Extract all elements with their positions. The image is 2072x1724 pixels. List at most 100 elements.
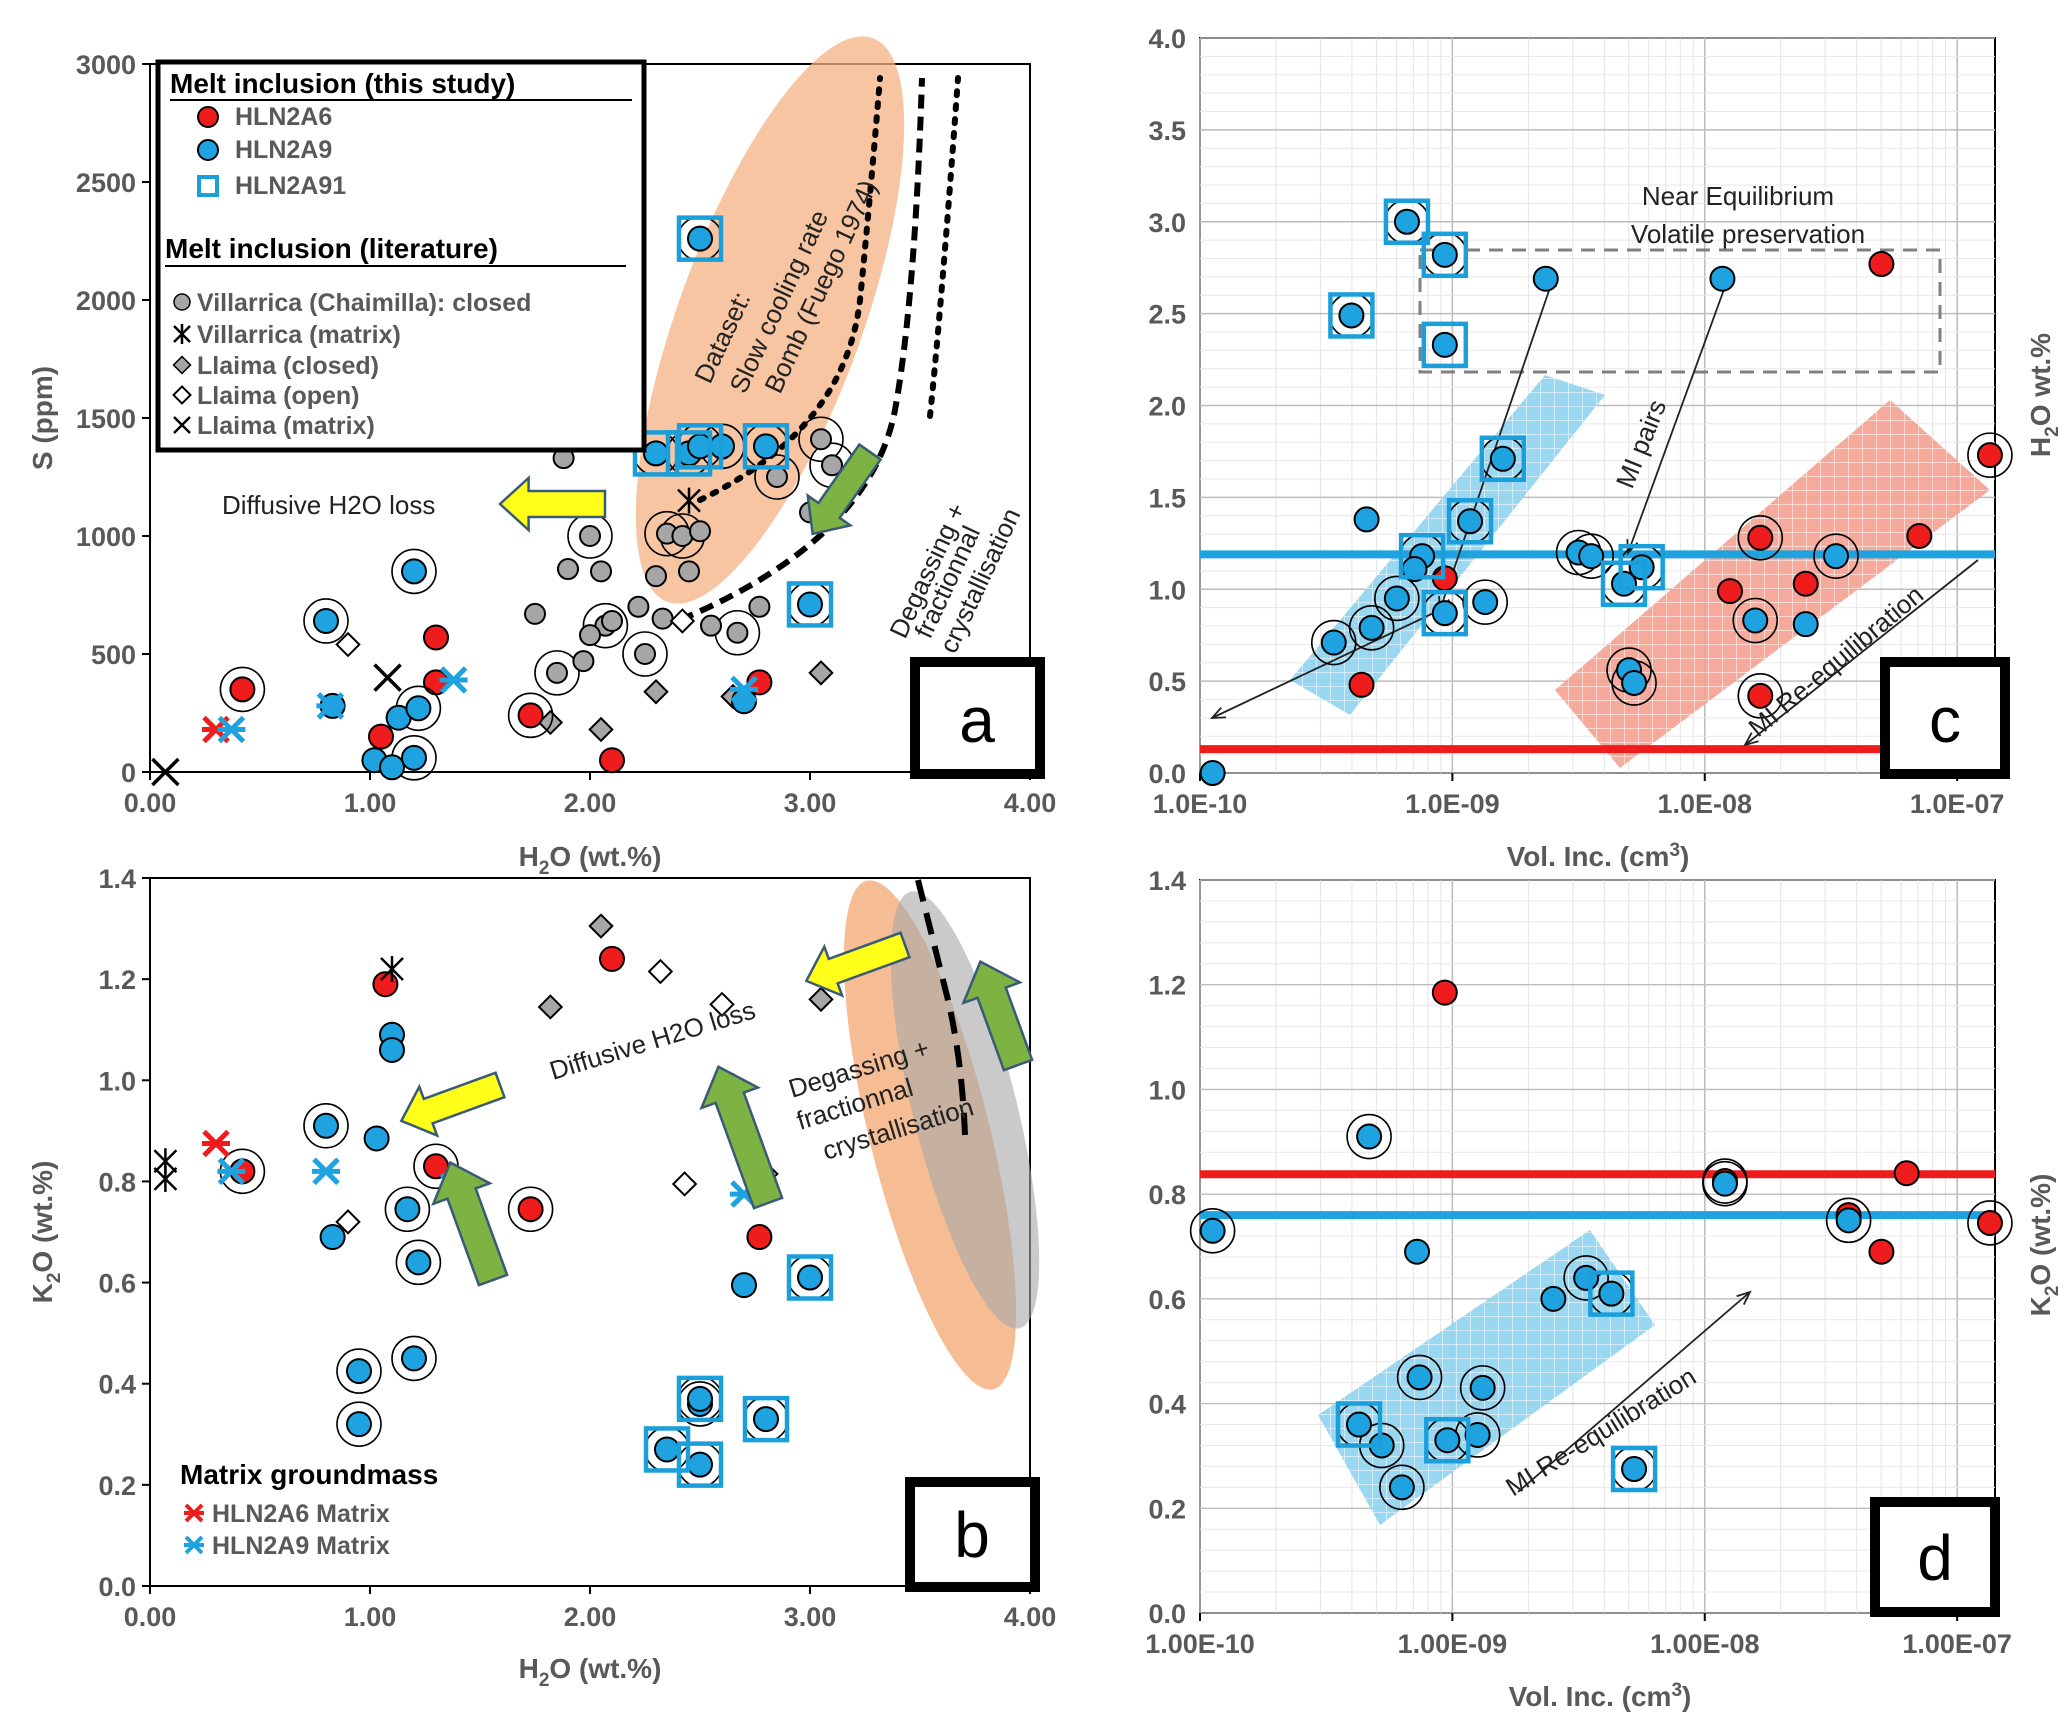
panel-c-y-tick-1: 0.5 <box>1148 667 1186 697</box>
panel-a-villarrica-chaimilla-closed-point-11 <box>645 565 667 588</box>
panel-d-y-tick-7: 1.4 <box>1148 866 1186 896</box>
panel-d-hln2a9-point-2 <box>1404 1238 1431 1265</box>
panel-a-hln2a6-point-0 <box>229 676 256 703</box>
panel-c-letter: c <box>1929 684 1961 756</box>
panel-a-legend: Melt inclusion (this study) HLN2A6 HLN2A… <box>155 59 647 453</box>
panel-d-hln2a6-point-3 <box>1868 1238 1895 1265</box>
panel-d-hln2a9-point-6 <box>1573 1264 1600 1291</box>
panel-d-hln2a9-point-5 <box>1540 1285 1567 1312</box>
panel-b-x-tick-4: 4.00 <box>1004 1602 1057 1632</box>
panel-a-x-tick-4: 4.00 <box>1004 788 1057 818</box>
panel-b-diffusive-arrow-2 <box>804 931 912 998</box>
panel-d-y-tick-0: 0.0 <box>1148 1599 1186 1629</box>
panel-a-y-tick-1: 500 <box>91 640 136 670</box>
panel-d-reeq-arrow-shaft <box>1517 1291 1751 1493</box>
panel-c-hln2a91-point-3 <box>1421 321 1469 369</box>
panel-b-degassing-arrow-1 <box>431 1160 509 1287</box>
panel-c-y-tick-7: 3.5 <box>1148 116 1186 146</box>
panel-a-marks <box>151 36 961 787</box>
panel-b-degassing-arrow-2 <box>699 1064 784 1210</box>
panel-a-slow-cooling-ellipse <box>635 36 905 604</box>
panel-c-y-tick-5: 2.5 <box>1148 300 1186 330</box>
panel-c-hln2a6-point-5 <box>1747 682 1774 709</box>
panel-c-hln2a9-point-1 <box>1393 208 1420 235</box>
panel-b-llaima-open-point-0 <box>647 958 674 985</box>
panel-b-hln2a6-point-1 <box>599 945 625 972</box>
panel-b-hln2a91-point-4 <box>786 1254 834 1301</box>
panel-d-y-tick-2: 0.4 <box>1148 1390 1186 1420</box>
panel-a-villarrica-chaimilla-closed-ring-7 <box>798 416 844 463</box>
panel-c-hln2a91-point-5 <box>1446 498 1494 545</box>
panel-c-hln2a6-point-2 <box>1868 251 1895 278</box>
panel-a-x-tick-2: 2.00 <box>564 788 617 818</box>
panel-c-hln2a9-ring-12 <box>1374 575 1420 622</box>
panel-c-x-tick-2: 1.0E-08 <box>1657 789 1752 819</box>
panel-d-hln2a9-ring-4 <box>1563 1255 1609 1301</box>
panel-c-reeq-arrow-left <box>1209 609 1441 719</box>
panel-b-villarrica-matrix-point-0 <box>380 956 404 983</box>
panel-c-x-tick-3: 1.0E-07 <box>1910 789 2005 819</box>
panel-a-hln2a6-ring-0 <box>219 666 266 713</box>
panel-b: 0.00 1.00 2.00 3.00 4.00 0.0 0.2 0.4 0.6 0.8 1.0 1… <box>27 864 1057 1691</box>
panel-b-y-tick-2: 0.4 <box>98 1370 136 1400</box>
panel-a-hln2a9-point-13 <box>753 433 779 460</box>
panel-b-y-tick-1: 0.2 <box>98 1471 136 1501</box>
panel-c-pairs-arrow-2-shaft <box>1627 272 1731 554</box>
panel-a-y-tick-3: 1500 <box>76 404 136 434</box>
panel-c-hln2a9-ring-16 <box>1310 619 1357 666</box>
panel-b-hln2a91-point-2 <box>676 1441 724 1488</box>
panel-d-hln2a9-ring-8 <box>1379 1464 1425 1511</box>
panel-c-reeq-arrow-right-head <box>1743 732 1759 747</box>
panel-a-hln2a9-point-5 <box>401 558 427 585</box>
panel-b-hln2a9-point-10 <box>654 1436 680 1463</box>
panel-a-hln2a9-point-3 <box>379 754 405 781</box>
panel-c-reeq-arrow-left-shaft <box>1211 609 1441 719</box>
panel-c-hln2a9-point-4 <box>1431 331 1458 358</box>
panel-b-hln2a9-point-12 <box>687 1385 713 1412</box>
panel-b-x-ticks: 0.00 1.00 2.00 3.00 4.00 <box>124 1586 1057 1632</box>
panel-c-reeq-arrow-right-shaft <box>1744 559 1979 746</box>
panel-c-hln2a9-point-13 <box>1578 543 1605 570</box>
panel-d-x-tick-0: 1.00E-10 <box>1145 1629 1255 1659</box>
panel-c-pairs-arrow-1-shaft <box>1439 272 1556 611</box>
legend-label-hln2a9: HLN2A9 <box>235 136 332 164</box>
panel-a-degassing-arrow <box>806 442 883 536</box>
panel-b-legend: Matrix groundmass HLN2A6 Matrix HLN2A9 M… <box>180 1459 438 1560</box>
panel-a-villarrica-chaimilla-closed-point-23 <box>821 454 843 477</box>
panel-a-villarrica-chaimilla-closed-point-3 <box>557 558 579 581</box>
panel-c-hln2a91-point-4 <box>1479 435 1527 483</box>
panel-c-hln2a9-point-22 <box>1320 629 1347 656</box>
panel-a-hln2a9-ring-0 <box>303 598 349 644</box>
legend-label-villarrica-closed: Villarrica (Chaimilla): closed <box>197 289 531 317</box>
panel-a-hln2a9-point-7 <box>405 695 432 722</box>
panel-a-villarrica-chaimilla-closed-point-16 <box>700 614 722 637</box>
panel-c-hln2a9-point-24 <box>1792 611 1819 638</box>
panel-a-villarrica-matrix-point-0 <box>677 487 701 514</box>
panel-c-hln2a9-point-0 <box>1199 760 1226 786</box>
panel-d-y-tick-1: 0.2 <box>1148 1494 1186 1524</box>
panel-a-villarrica-chaimilla-closed-ring-2 <box>582 602 629 649</box>
panel-a-villarrica-chaimilla-closed-point-19 <box>748 595 771 618</box>
panel-b-hln2a9-ring-0 <box>303 1103 349 1149</box>
panel-c-y-tick-4: 2.0 <box>1148 392 1186 422</box>
panel-b-hln2a9-point-1 <box>379 1036 405 1063</box>
panel-c-hln2a9-point-17 <box>1621 669 1648 696</box>
panel-a-llaima-matrix-point-1 <box>373 663 402 692</box>
panel-d-hln2a91-point-1 <box>1424 1416 1471 1464</box>
panel-a-villarrica-chaimilla-closed-point-24 <box>651 607 674 630</box>
panel-c-near-eq-label: Near Equilibrium <box>1642 181 1834 211</box>
panel-d-y-tick-5: 1.0 <box>1148 1075 1186 1105</box>
panel-a-llaima-open-point-1 <box>669 608 696 634</box>
panel-d-hln2a6-point-4 <box>1976 1209 2003 1236</box>
panel-a-villarrica-chaimilla-closed-ring-6 <box>754 454 800 500</box>
panel-b-hln2a9-ring-4 <box>336 1401 382 1447</box>
panel-a-letter: a <box>959 684 995 756</box>
panel-a-llaima-closed-point-4 <box>808 660 834 686</box>
panel-a-hln2a91-point-4 <box>742 423 790 470</box>
panel-b-llaima-open-point-2 <box>671 1171 698 1197</box>
panel-a-villarrica-chaimilla-closed-point-9 <box>627 595 650 618</box>
legend-title-matrix: Matrix groundmass <box>180 1459 438 1490</box>
panel-d-hln2a9-ring-1 <box>1346 1113 1392 1160</box>
panel-b-llaima-closed-point-1 <box>537 994 564 1020</box>
